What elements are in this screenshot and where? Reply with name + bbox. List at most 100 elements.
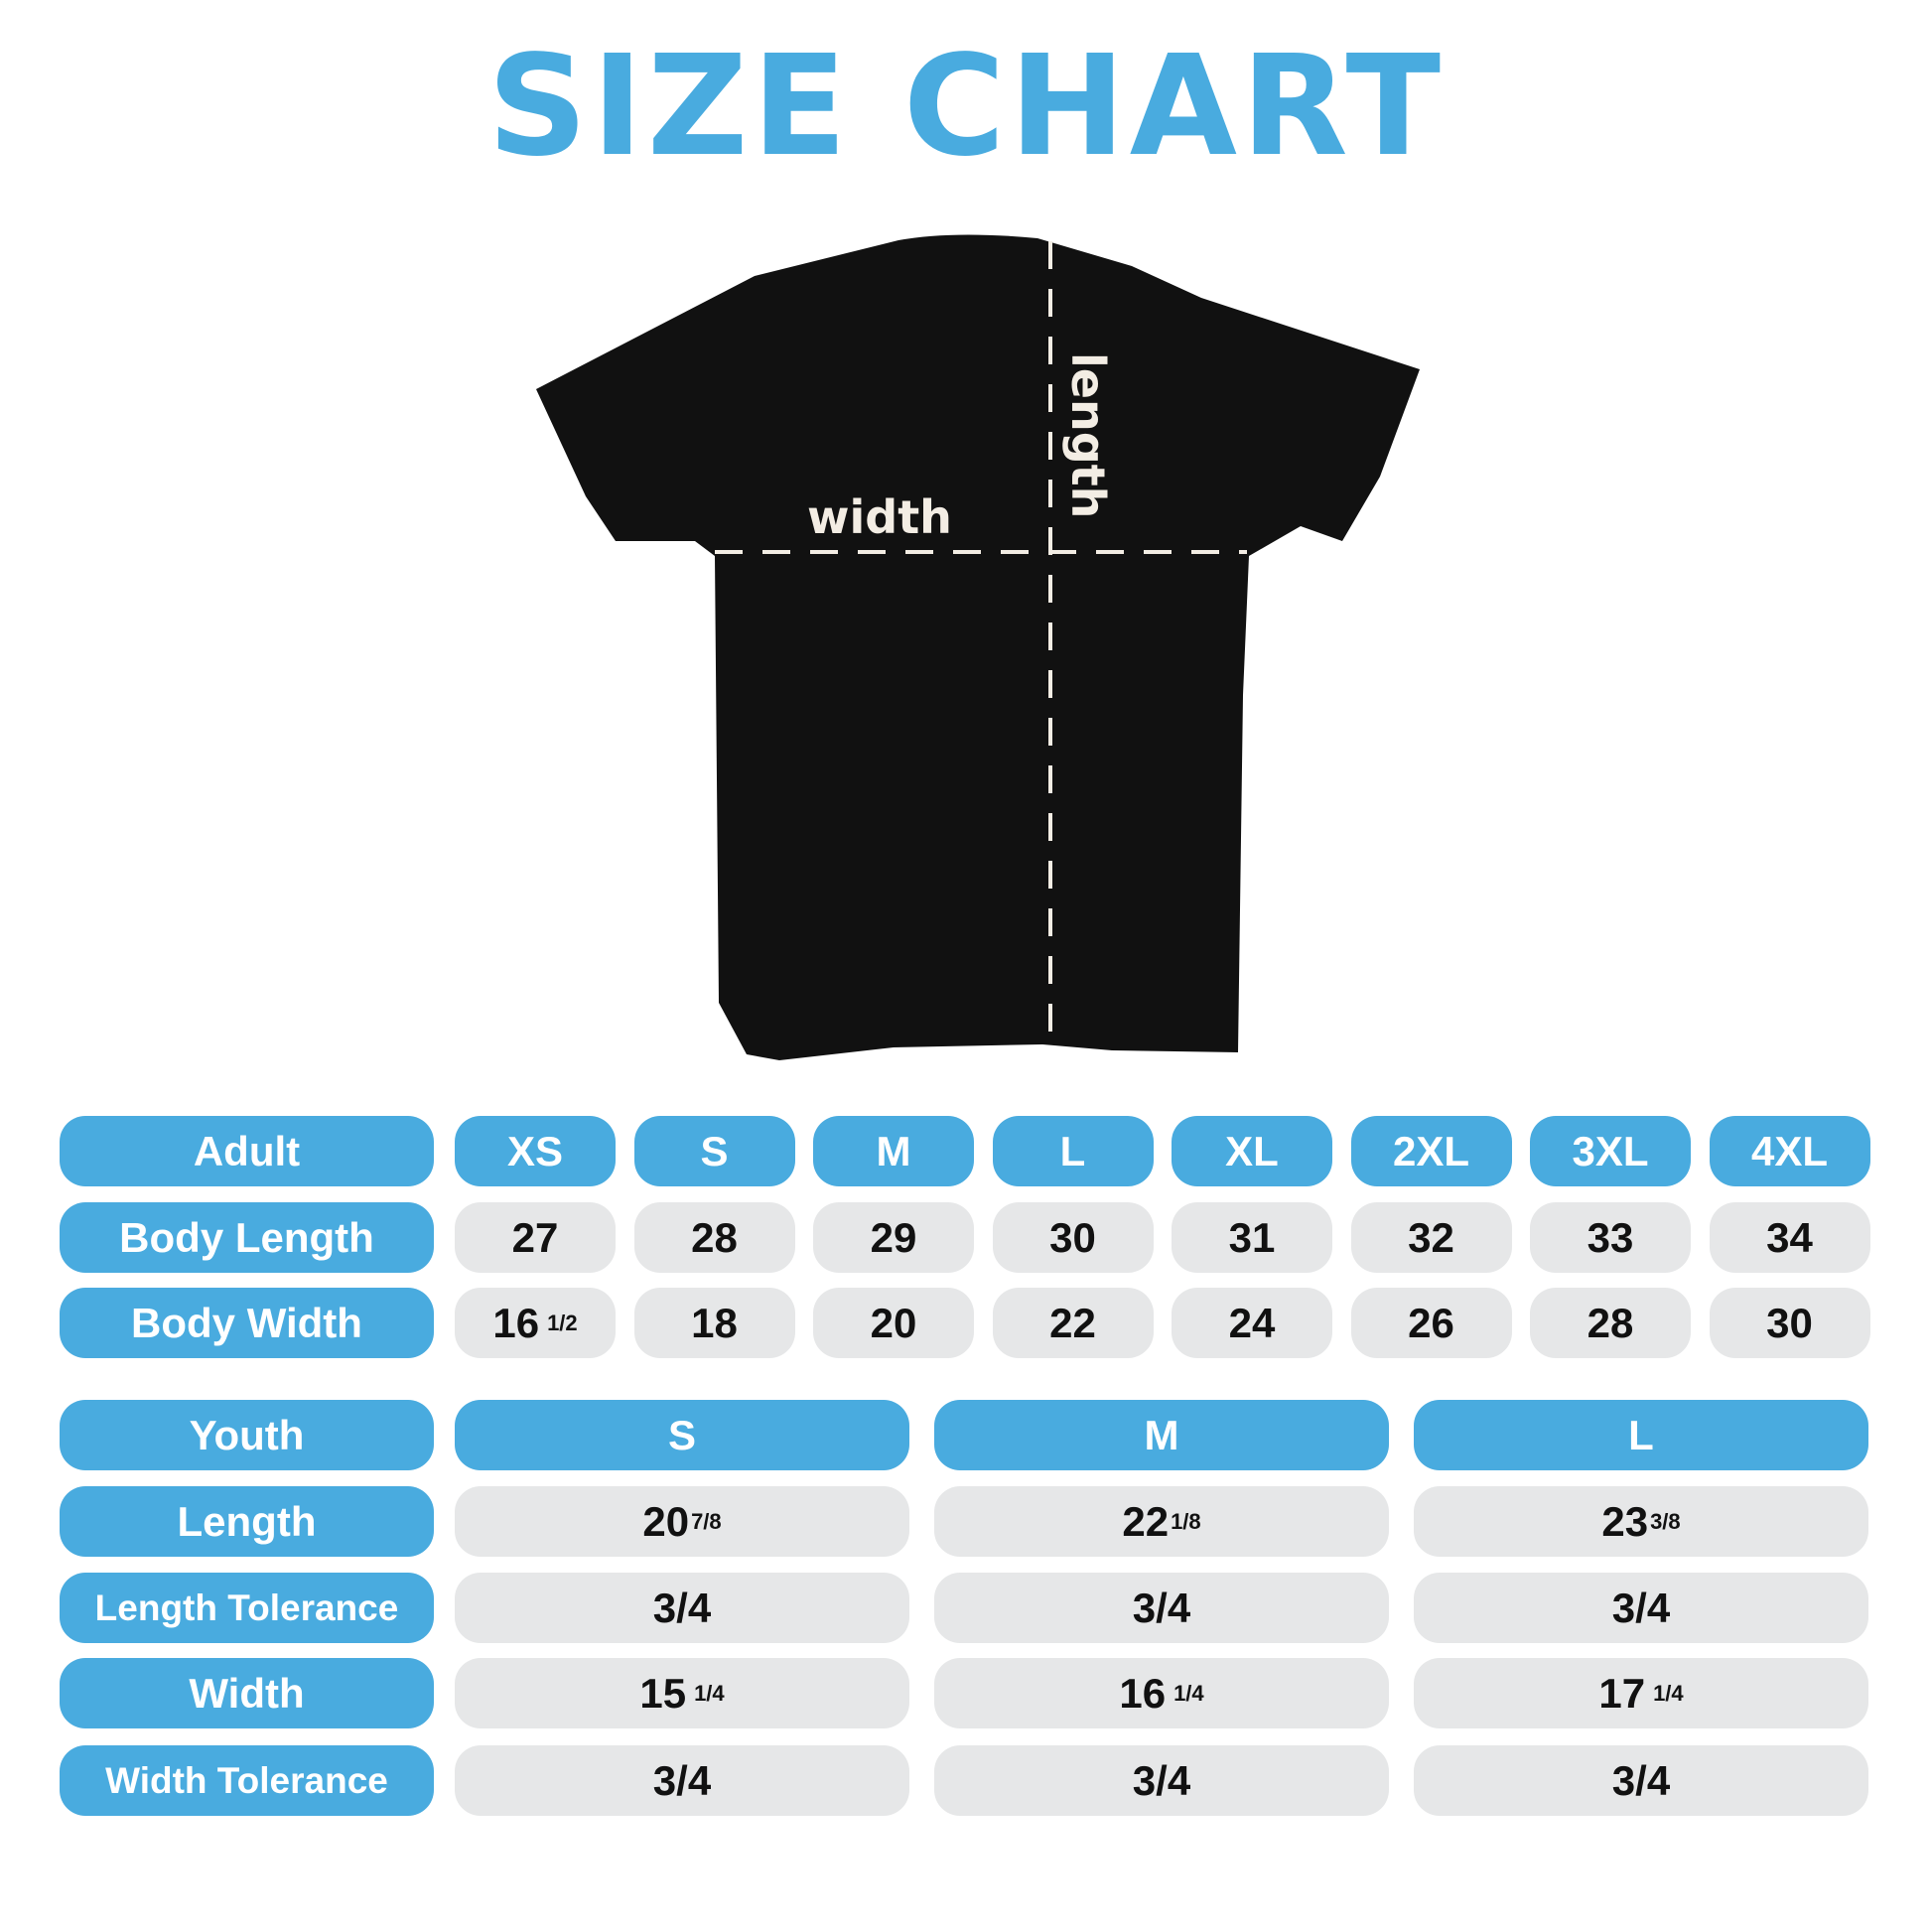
youth-value-cell: 3/4 <box>455 1745 909 1816</box>
youth-value-cell: 3/4 <box>1414 1573 1868 1643</box>
adult-value-cell: 20 <box>813 1288 974 1358</box>
cell-text: 2XL <box>1392 1127 1470 1174</box>
adult-size-header: 2XL <box>1350 1116 1512 1186</box>
cell-text: Length <box>177 1497 317 1545</box>
adult-value-cell: 28 <box>1530 1288 1691 1358</box>
cell-text: 3/4 <box>1611 1756 1671 1804</box>
adult-value-cell: 31 <box>1172 1202 1332 1273</box>
adult-value-cell: 33 <box>1530 1202 1691 1273</box>
youth-value-cell: 17 1/4 <box>1414 1658 1868 1728</box>
cell-fraction: 1/4 <box>694 1680 725 1706</box>
cell-text: Length Tolerance <box>94 1587 399 1628</box>
cell-text: Width Tolerance <box>105 1759 388 1801</box>
adult-value-cell: 34 <box>1709 1202 1870 1273</box>
adult-value-cell: 27 <box>455 1202 616 1273</box>
cell-text: 27 <box>511 1213 559 1261</box>
adult-size-header: XS <box>455 1116 616 1186</box>
youth-value-cell: 3/4 <box>455 1573 909 1643</box>
cell-text: 33 <box>1587 1213 1634 1261</box>
cell-text: 32 <box>1408 1213 1454 1261</box>
cell-text: 28 <box>691 1213 738 1261</box>
adult-value-cell: 30 <box>992 1202 1154 1273</box>
cell-text: 30 <box>1049 1213 1096 1261</box>
cell-text: XL <box>1225 1127 1279 1174</box>
cell-text: S <box>700 1127 729 1174</box>
width-label: width <box>807 490 952 544</box>
cell-text: 23 <box>1601 1497 1649 1545</box>
adult-value-cell: 22 <box>992 1288 1154 1358</box>
adult-value-cell: 28 <box>633 1202 795 1273</box>
cell-text: Adult <box>193 1127 301 1174</box>
cell-text: 16 <box>1119 1669 1167 1717</box>
adult-size-header: L <box>992 1116 1154 1186</box>
youth-value-cell: 3/4 <box>1414 1745 1868 1816</box>
cell-text: 15 <box>639 1669 687 1717</box>
cell-text: 20 <box>642 1497 690 1545</box>
adult-size-header: S <box>633 1116 795 1186</box>
cell-text: 34 <box>1766 1213 1813 1261</box>
cell-text: M <box>876 1127 911 1174</box>
youth-size-header: L <box>1414 1400 1868 1470</box>
cell-text: S <box>667 1411 696 1458</box>
adult-value-cell: 30 <box>1709 1288 1870 1358</box>
adult-value-cell: 32 <box>1350 1202 1512 1273</box>
cell-text: 3XL <box>1572 1127 1649 1174</box>
cell-text: 22 <box>1049 1299 1096 1346</box>
cell-fraction: 1/8 <box>1171 1508 1201 1534</box>
youth-value-cell: 15 1/4 <box>455 1658 909 1728</box>
cell-text: 26 <box>1408 1299 1454 1346</box>
cell-fraction: 1/4 <box>1173 1680 1204 1706</box>
adult-value-cell: 26 <box>1350 1288 1512 1358</box>
youth-row-label: Width <box>60 1658 434 1728</box>
cell-text: 3/4 <box>1611 1584 1671 1631</box>
cell-text: 22 <box>1122 1497 1170 1545</box>
cell-text: L <box>1059 1127 1086 1174</box>
adult-value-cell: 18 <box>633 1288 795 1358</box>
cell-text: M <box>1144 1411 1179 1458</box>
youth-value-cell: 22 1/8 <box>934 1486 1389 1557</box>
cell-text: 30 <box>1766 1299 1813 1346</box>
cell-text: 3/4 <box>652 1756 712 1804</box>
cell-fraction: 1/4 <box>1653 1680 1684 1706</box>
cell-fraction: 7/8 <box>691 1508 722 1534</box>
cell-fraction: 1/2 <box>547 1310 578 1335</box>
cell-fraction: 3/8 <box>1650 1508 1681 1534</box>
cell-text: 24 <box>1228 1299 1276 1346</box>
youth-value-cell: 16 1/4 <box>934 1658 1389 1728</box>
youth-size-header: M <box>934 1400 1389 1470</box>
cell-text: 3/4 <box>652 1584 712 1631</box>
youth-value-cell: 3/4 <box>934 1745 1389 1816</box>
cell-text: 31 <box>1228 1213 1276 1261</box>
cell-text: 28 <box>1587 1299 1634 1346</box>
adult-row-label: Body Length <box>60 1202 434 1273</box>
cell-text: XS <box>506 1127 564 1174</box>
tshirt-icon <box>536 234 1420 1060</box>
cell-text: L <box>1628 1411 1654 1458</box>
adult-size-header: M <box>813 1116 974 1186</box>
adult-row-label: Body Width <box>60 1288 434 1358</box>
youth-row-label: Length <box>60 1486 434 1557</box>
cell-text: Body Length <box>119 1213 374 1261</box>
length-label: length <box>1061 352 1115 518</box>
adult-size-header: 4XL <box>1709 1116 1870 1186</box>
cell-text: Body Width <box>131 1299 362 1346</box>
youth-value-cell: 3/4 <box>934 1573 1389 1643</box>
adult-value-cell: 24 <box>1172 1288 1332 1358</box>
youth-value-cell: 23 3/8 <box>1414 1486 1868 1557</box>
cell-text: 3/4 <box>1132 1756 1191 1804</box>
youth-row-label: Length Tolerance <box>60 1573 434 1643</box>
youth-header: Youth <box>60 1400 434 1470</box>
cell-text: 20 <box>870 1299 917 1346</box>
cell-text: Width <box>189 1669 305 1717</box>
youth-size-header: S <box>455 1400 909 1470</box>
adult-value-cell: 29 <box>813 1202 974 1273</box>
adult-value-cell: 16 1/2 <box>455 1288 616 1358</box>
cell-text: 29 <box>870 1213 917 1261</box>
youth-row-label: Width Tolerance <box>60 1745 434 1816</box>
adult-size-header: XL <box>1172 1116 1332 1186</box>
cell-text: 4XL <box>1750 1127 1829 1174</box>
cell-text: 3/4 <box>1132 1584 1191 1631</box>
youth-value-cell: 20 7/8 <box>455 1486 909 1557</box>
cell-text: 16 <box>492 1299 540 1346</box>
cell-text: 17 <box>1598 1669 1646 1717</box>
